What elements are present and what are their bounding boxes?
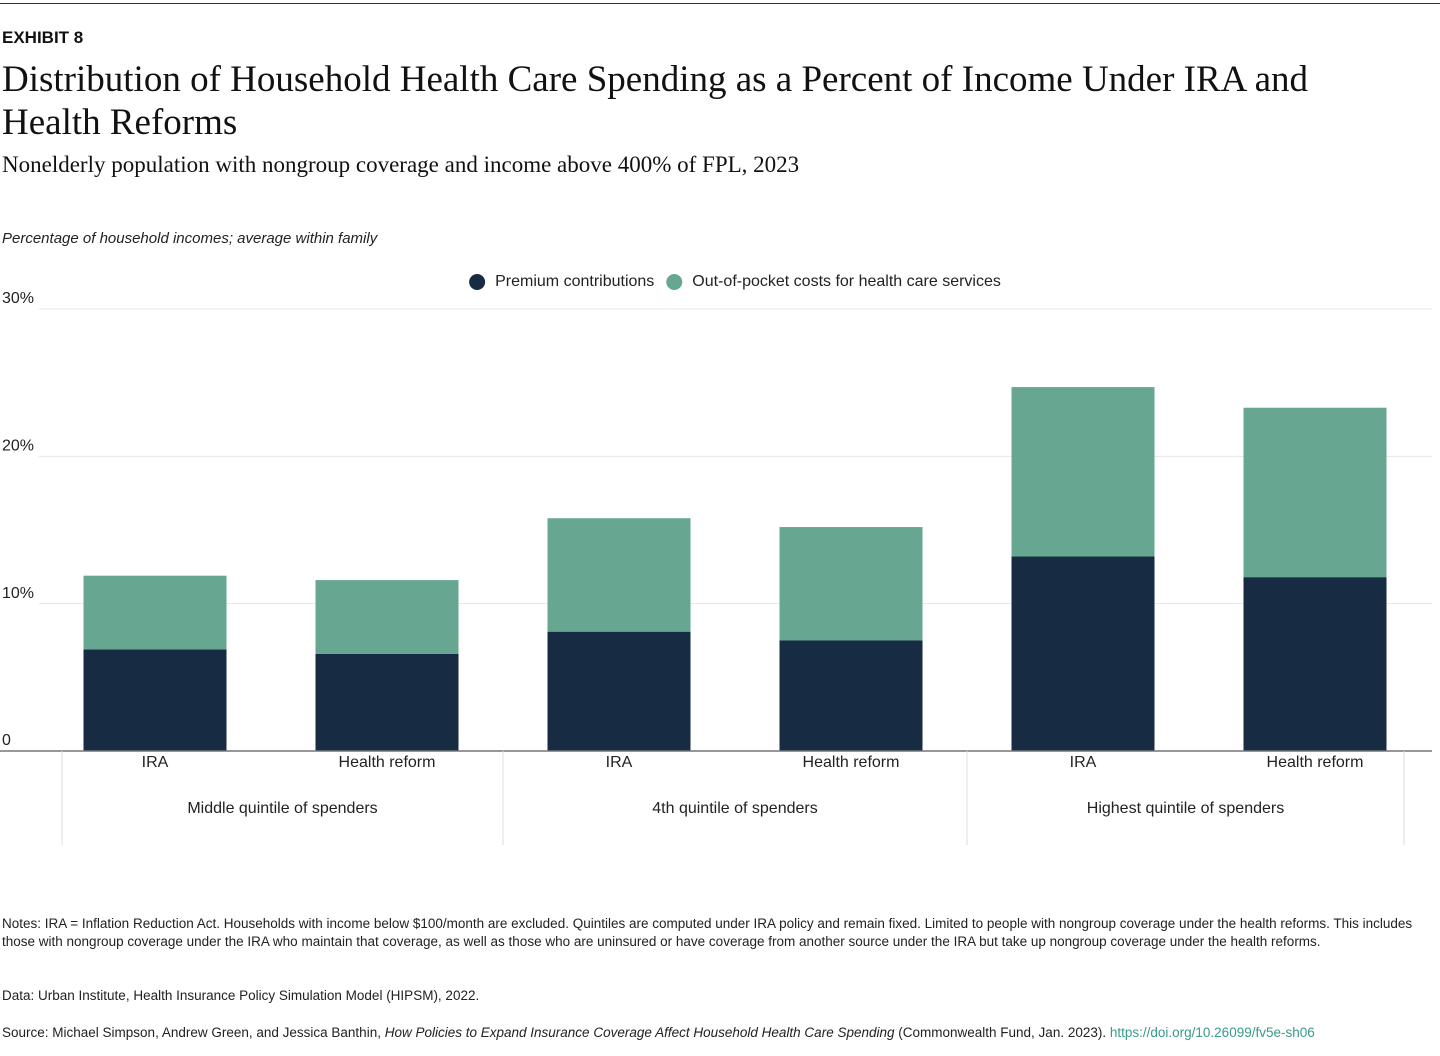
bar-segment [83,649,227,751]
y-tick-label: 20% [2,438,34,455]
group-label: Middle quintile of spenders [187,800,377,817]
legend-label: Out-of-pocket costs for health care serv… [692,273,1001,290]
chart-title: Distribution of Household Health Care Sp… [2,59,1309,143]
bar-segment [315,653,459,751]
bar-segment [547,518,691,632]
source-link[interactable]: https://doi.org/10.26099/fv5e-sh06 [1109,1025,1315,1040]
exhibit-label: EXHIBIT 8 [2,28,84,47]
group-label: 4th quintile of spenders [652,800,817,817]
x-tick-label: Health reform [1267,754,1364,771]
source-title: How Policies to Expand Insurance Coverag… [384,1025,895,1040]
source: Source: Michael Simpson, Andrew Green, a… [2,1025,1315,1040]
legend-swatch [666,274,683,290]
legend: Premium contributions Out-of-pocket costs… [469,273,1001,290]
y-tick-label: 10% [2,585,34,602]
y-tick-label: 30% [2,290,34,307]
notes: Notes: IRA = Inflation Reduction Act. Ho… [2,916,1413,949]
x-tick-label: IRA [606,754,633,771]
bar-segment [315,580,459,654]
source-text: Source: Michael Simpson, Andrew Green, a… [2,1025,385,1040]
x-tick-label: IRA [1070,754,1097,771]
source-text: (Commonwealth Fund, Jan. 2023). [894,1025,1110,1040]
chart-subtitle: Nonelderly population with nongroup cove… [2,152,800,177]
group-label: Highest quintile of spenders [1087,800,1284,817]
x-tick-label: Health reform [339,754,436,771]
y-axis-label: Percentage of household incomes; average… [2,230,378,247]
legend-label: Premium contributions [495,273,654,290]
x-tick-label: Health reform [803,754,900,771]
bar-segment [547,631,691,751]
legend-swatch [469,274,486,290]
bar-segment [1011,387,1155,557]
data-source: Data: Urban Institute, Health Insurance … [2,988,480,1003]
bar-segment [779,640,923,751]
chart: 0 10% 20% 30% Premium contributions Out-of-po… [0,273,1432,845]
bar-segment [1243,577,1387,751]
top-rule [0,3,1440,4]
bar-segment [779,527,923,641]
bar-segment [83,575,227,650]
bar-segment [1011,556,1155,751]
y-tick-label: 0 [2,732,11,749]
bar-segment [1243,407,1387,578]
x-tick-label: IRA [142,754,169,771]
